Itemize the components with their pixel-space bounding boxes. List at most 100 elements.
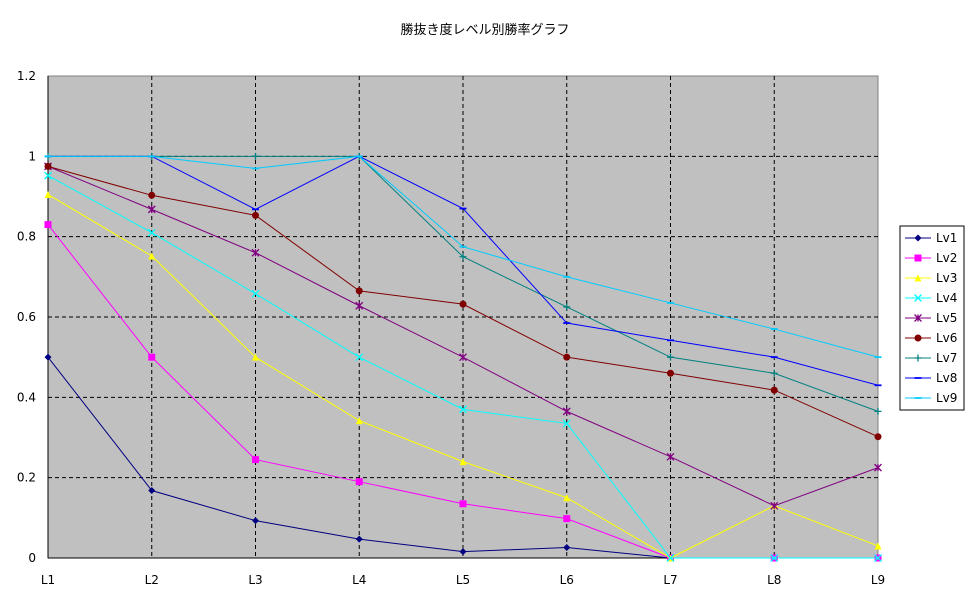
data-point xyxy=(563,544,571,552)
data-point xyxy=(355,301,364,310)
data-point xyxy=(44,162,52,170)
series-lv5 xyxy=(44,162,882,510)
gridlines xyxy=(47,76,878,559)
legend-item-lv6: Lv6 xyxy=(905,331,957,345)
legend-item-lv9: Lv9 xyxy=(905,391,957,405)
data-point xyxy=(459,353,467,362)
data-point xyxy=(252,353,259,361)
data-point xyxy=(563,515,571,523)
y-tick-label: 1 xyxy=(28,149,36,163)
x-tick-label: L4 xyxy=(352,573,366,587)
data-point xyxy=(459,500,467,508)
data-point xyxy=(252,152,259,160)
legend-item-lv1: Lv1 xyxy=(905,231,957,245)
data-point xyxy=(874,542,882,550)
x-tick-label: L2 xyxy=(145,573,159,587)
series-group xyxy=(44,152,882,562)
data-point xyxy=(459,458,467,466)
data-point xyxy=(563,303,571,311)
data-point xyxy=(770,386,778,394)
legend-item-lv5: Lv5 xyxy=(905,311,957,325)
x-tick-label: L7 xyxy=(663,573,677,587)
y-tick-label: 0.6 xyxy=(17,310,36,324)
data-point xyxy=(355,478,363,486)
data-point xyxy=(355,535,363,543)
data-point xyxy=(44,221,52,229)
data-point xyxy=(562,407,571,416)
data-point xyxy=(44,171,52,180)
data-point xyxy=(252,517,259,525)
data-point xyxy=(563,353,571,361)
legend-label: Lv2 xyxy=(936,251,957,265)
data-point xyxy=(459,253,467,261)
data-point xyxy=(147,205,156,214)
y-axis-tick-labels: 0 0.2 0.4 0.6 0.8 1 1.2 xyxy=(17,69,36,565)
data-point xyxy=(44,190,52,198)
data-point xyxy=(148,487,156,495)
x-tick-label: L6 xyxy=(560,573,574,587)
data-point xyxy=(874,407,882,415)
legend-item-lv8: Lv8 xyxy=(905,371,957,385)
data-point xyxy=(148,191,156,199)
x-tick-label: L5 xyxy=(456,573,470,587)
data-point xyxy=(355,287,363,295)
data-point xyxy=(251,289,260,298)
data-point xyxy=(563,494,571,502)
data-point xyxy=(252,211,259,219)
series-lv9 xyxy=(44,155,882,359)
y-tick-label: 0.4 xyxy=(17,390,36,404)
legend-marker xyxy=(914,234,922,242)
data-point xyxy=(251,248,260,257)
data-point xyxy=(667,369,674,377)
legend-marker xyxy=(914,254,922,262)
legend-label: Lv5 xyxy=(936,311,957,325)
y-tick-label: 0.2 xyxy=(17,471,36,485)
data-point xyxy=(770,369,778,377)
series-lv6 xyxy=(44,162,882,441)
data-point xyxy=(770,554,779,562)
x-tick-label: L9 xyxy=(871,573,885,587)
data-point xyxy=(355,417,363,425)
legend-label: Lv8 xyxy=(936,371,957,385)
legend-item-lv7: Lv7 xyxy=(905,351,957,365)
data-point xyxy=(147,228,156,237)
legend-marker xyxy=(914,334,922,342)
legend-label: Lv7 xyxy=(936,351,957,365)
data-point xyxy=(459,405,467,414)
x-tick-label: L3 xyxy=(248,573,262,587)
data-point xyxy=(770,501,779,510)
y-tick-label: 0 xyxy=(28,551,36,565)
legend-label: Lv1 xyxy=(936,231,957,245)
legend-marker xyxy=(914,294,922,302)
data-point xyxy=(148,353,156,361)
data-point xyxy=(874,463,882,472)
x-tick-label: L1 xyxy=(41,573,55,587)
x-tick-label: L8 xyxy=(767,573,781,587)
data-point xyxy=(459,548,467,556)
legend: Lv1 Lv2 Lv3 Lv4 Lv5 Lv6 Lv7 Lv8 Lv9 xyxy=(899,225,965,411)
data-point xyxy=(666,452,675,461)
y-tick-label: 1.2 xyxy=(17,69,36,83)
legend-label: Lv6 xyxy=(936,331,957,345)
data-point xyxy=(874,433,882,441)
legend-marker xyxy=(914,354,922,362)
series-lv4 xyxy=(44,171,882,562)
legend-marker xyxy=(914,274,922,282)
legend-item-lv2: Lv2 xyxy=(905,251,957,265)
chart-title: 勝抜き度レベル別勝率グラフ xyxy=(400,22,569,38)
legend-label: Lv4 xyxy=(936,291,957,305)
data-point xyxy=(667,353,674,361)
legend-item-lv4: Lv4 xyxy=(905,291,957,305)
series-lv8 xyxy=(44,155,882,387)
legend-item-lv3: Lv3 xyxy=(905,271,957,285)
legend-marker xyxy=(914,314,922,322)
data-point xyxy=(562,419,571,428)
data-point xyxy=(252,456,259,464)
y-tick-label: 0.8 xyxy=(17,230,36,244)
data-point xyxy=(666,554,675,562)
legend-label: Lv9 xyxy=(936,391,957,405)
x-axis-tick-labels: L1 L2 L3 L4 L5 L6 L7 L8 L9 xyxy=(41,573,885,587)
data-point xyxy=(874,554,882,562)
series-lv7 xyxy=(44,152,882,415)
